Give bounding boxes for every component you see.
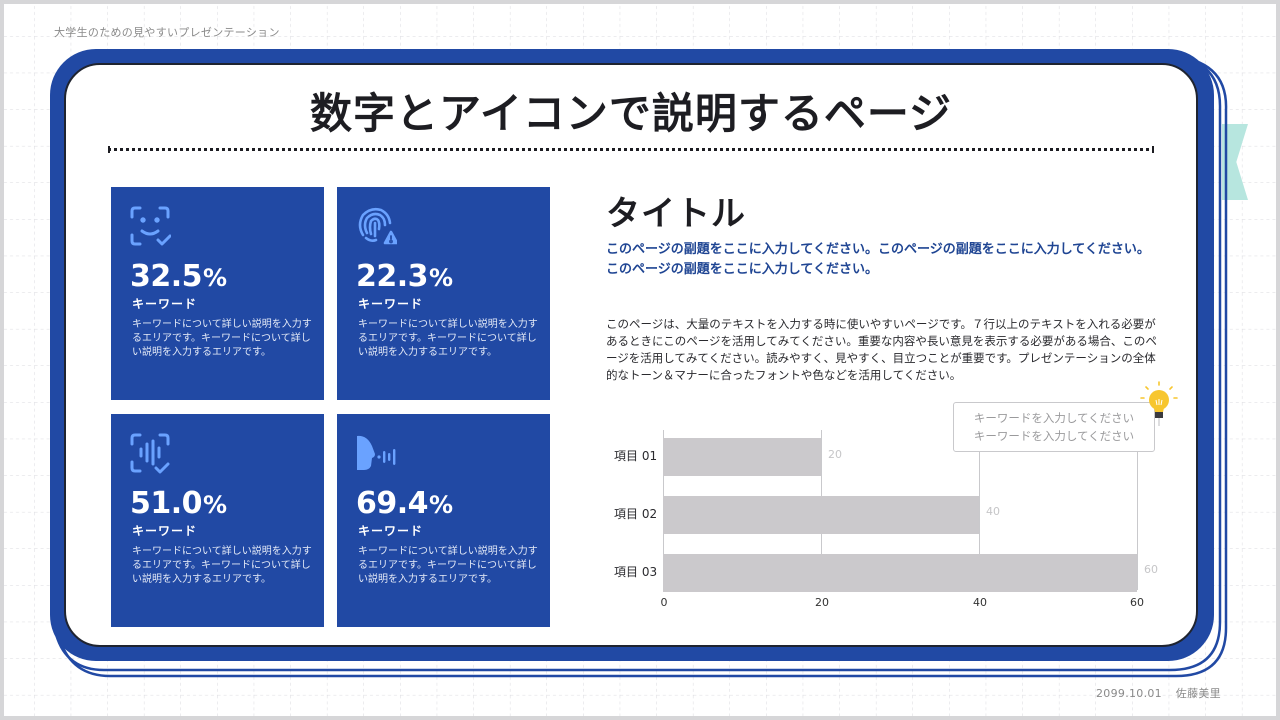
stat-description: キーワードについて詳しい説明を入力するエリアです。キーワードについて詳しい説明を… (358, 546, 538, 585)
section-body: このページは、大量のテキストを入力する時に使いやすいページです。７行以上のテキス… (606, 317, 1157, 382)
fingerprint-warning-icon (358, 207, 397, 245)
x-tick: 20 (815, 596, 829, 609)
footer-caption: 2099.10.01 佐藤美里 (1096, 685, 1221, 701)
chart-bar (663, 496, 979, 534)
bar-data-label: 40 (986, 505, 1000, 518)
bar-data-label: 60 (1144, 563, 1158, 576)
stat-value: 32.5% (130, 259, 227, 294)
keyword-callout: キーワードを入力してください キーワードを入力してください (953, 402, 1155, 452)
bar-data-label: 20 (828, 448, 842, 461)
stat-description: キーワードについて詳しい説明を入力するエリアです。キーワードについて詳しい説明を… (358, 319, 538, 358)
stat-keyword: キーワード (132, 524, 198, 538)
footer-author: 佐藤美里 (1175, 687, 1221, 700)
chart-gridline (979, 430, 980, 590)
x-tick: 0 (660, 596, 668, 609)
category-label: 項目 01 (614, 449, 658, 463)
chart-bar (663, 438, 821, 476)
chart-gridline (1137, 430, 1138, 590)
stat-card: 22.3% キーワード キーワードについて詳しい説明を入力するエリアです。キーワ… (337, 187, 550, 400)
speaking-head-icon (357, 435, 396, 470)
footer-date: 2099.10.01 (1096, 687, 1162, 700)
section-subtitle: このページの副題をここに入力してください。このページの副題をここに入力してくださ… (606, 242, 1150, 277)
chart-bar (663, 554, 1137, 592)
stat-keyword: キーワード (358, 524, 424, 538)
category-label: 項目 02 (614, 507, 658, 521)
stat-card: 32.5% キーワード キーワードについて詳しい説明を入力するエリアです。キーワ… (111, 187, 324, 400)
stat-value: 22.3% (356, 259, 453, 294)
lightbulb-icon (1140, 381, 1178, 426)
callout-line: キーワードを入力してください (973, 429, 1135, 443)
stat-keyword: キーワード (132, 297, 198, 311)
callout-line: キーワードを入力してください (973, 411, 1135, 425)
title-divider (108, 146, 1154, 153)
bar-chart: 20 40 60 項目 01 項目 02 項目 03 0 20 40 60 (600, 430, 1160, 620)
page-title: 数字とアイコンで説明するページ (309, 89, 953, 138)
stat-card: 69.4% キーワード キーワードについて詳しい説明を入力するエリアです。キーワ… (337, 414, 550, 627)
x-tick: 40 (973, 596, 987, 609)
stat-description: キーワードについて詳しい説明を入力するエリアです。キーワードについて詳しい説明を… (132, 546, 312, 585)
stat-keyword: キーワード (358, 297, 424, 311)
header-caption: 大学生のための見やすいプレゼンテーション (54, 26, 280, 39)
face-id-check-icon (130, 206, 171, 246)
stat-value: 51.0% (130, 486, 227, 521)
section-title: タイトル (606, 194, 746, 234)
stat-description: キーワードについて詳しい説明を入力するエリアです。キーワードについて詳しい説明を… (132, 319, 312, 358)
category-label: 項目 03 (614, 565, 658, 579)
stat-value: 69.4% (356, 486, 453, 521)
stat-card: 51.0% キーワード キーワードについて詳しい説明を入力するエリアです。キーワ… (111, 414, 324, 627)
voice-recognition-check-icon (130, 433, 170, 474)
x-tick: 60 (1130, 596, 1144, 609)
